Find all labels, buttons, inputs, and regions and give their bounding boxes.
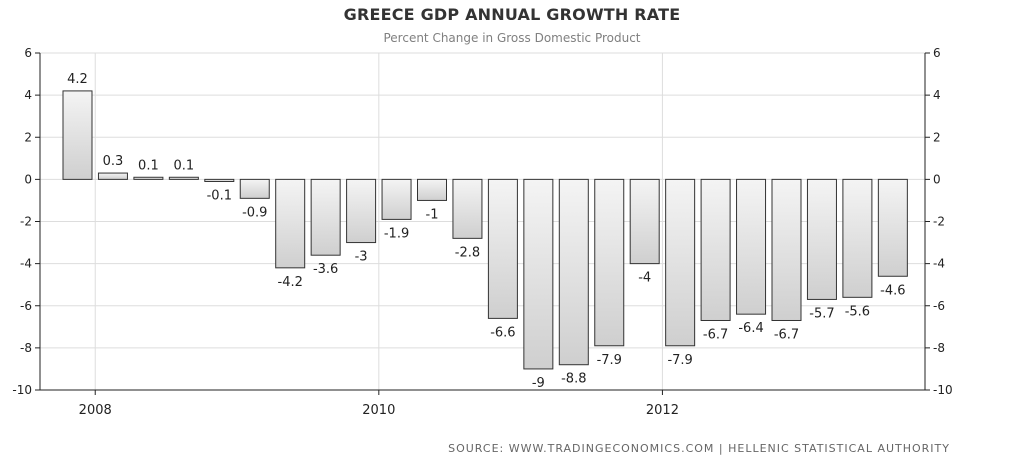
x-tick-label: 2012: [646, 403, 679, 418]
y-tick-label-right: -2: [933, 215, 945, 229]
bar: [452, 178, 483, 239]
y-tick-label-right: -10: [933, 383, 953, 397]
y-tick-label-left: 6: [24, 46, 32, 60]
y-tick-label-left: 2: [24, 130, 32, 144]
bar: [381, 178, 412, 220]
bar: [665, 178, 696, 347]
bar: [558, 178, 589, 366]
bar: [275, 178, 306, 269]
bar: [204, 178, 235, 182]
y-tick-label-left: -6: [20, 299, 32, 313]
bar: [417, 178, 447, 201]
bar-value-label: -6.7: [774, 327, 799, 342]
y-tick-label-left: -10: [12, 383, 32, 397]
bar-value-label: 0.1: [174, 158, 195, 173]
bar-value-label: -6.4: [738, 321, 763, 336]
y-tick-label-left: 4: [24, 88, 32, 102]
bars: [62, 90, 908, 370]
bar-value-label: -2.8: [455, 245, 480, 260]
chart-title: GREECE GDP ANNUAL GROWTH RATE: [343, 5, 681, 24]
bar-value-label: -0.1: [207, 188, 232, 203]
bar-value-label: -5.6: [845, 304, 870, 319]
axes: -10 -10 -8 -8 -6 -6 -4 -4 -2 -2 0 0 2 2 4 4 6 6 2008 2010 20…: [12, 46, 952, 418]
y-tick-label-left: -2: [20, 215, 32, 229]
bar-value-label: -4.6: [880, 283, 905, 298]
bar: [700, 178, 731, 321]
bar: [523, 178, 554, 370]
y-tick-label-right: 4: [933, 88, 941, 102]
source-note: SOURCE: WWW.TRADINGECONOMICS.COM | HELLE…: [448, 442, 950, 455]
bar-value-label: -3.6: [313, 262, 338, 277]
bar: [629, 178, 660, 265]
bar-value-label: -0.9: [242, 205, 267, 220]
bar-value-label: 0.1: [138, 158, 159, 173]
bar: [842, 178, 873, 298]
y-tick-label-right: 6: [933, 46, 941, 60]
bar: [168, 176, 199, 180]
bar: [771, 178, 802, 321]
y-tick-label-right: 0: [933, 172, 941, 186]
bar-value-label: -7.9: [597, 353, 622, 368]
bar-chart: -10 -10 -8 -8 -6 -6 -4 -4 -2 -2 0 0 2 2 4 4 6 6 2008 2010 20…: [12, 46, 952, 418]
grid-lines: [40, 52, 925, 391]
bar-value-label: -1: [426, 207, 439, 222]
bar: [736, 178, 767, 315]
bar-value-label: -4: [638, 271, 651, 286]
y-tick-label-right: 2: [933, 130, 941, 144]
x-tick-label: 2010: [362, 403, 395, 418]
bar-value-label: -6.6: [490, 325, 515, 340]
bar: [239, 178, 270, 199]
y-tick-label-right: -6: [933, 299, 945, 313]
bar-value-label: -5.7: [809, 306, 834, 321]
bar-value-label: -1.9: [384, 226, 409, 241]
y-tick-label-left: 0: [24, 172, 32, 186]
bar: [62, 90, 93, 180]
bar-value-label: -7.9: [667, 353, 692, 368]
bar-value-label: -3: [355, 250, 368, 265]
y-tick-label-right: -8: [933, 341, 945, 355]
y-tick-label-left: -8: [20, 341, 32, 355]
y-tick-label-left: -4: [20, 257, 32, 271]
x-tick-label: 2008: [79, 403, 112, 418]
bar: [594, 178, 625, 347]
bar: [877, 178, 908, 277]
bar: [487, 178, 518, 319]
bar-value-label: 4.2: [67, 72, 88, 87]
bar-value-label: -4.2: [278, 275, 303, 290]
chart-subtitle: Percent Change in Gross Domestic Product: [383, 31, 641, 45]
bar: [97, 172, 128, 180]
bar: [346, 178, 377, 244]
bar: [310, 178, 341, 256]
data-labels: 4.2 0.3 0.1 0.1 -0.1 -0.9 -4.2 -3.6 -3 -1.9 -1 -2.8…: [67, 72, 905, 391]
bar: [806, 178, 837, 300]
bar-value-label: 0.3: [103, 154, 124, 169]
bar: [133, 176, 164, 180]
bar-value-label: -8.8: [561, 372, 586, 387]
bar-value-label: -6.7: [703, 327, 728, 342]
y-tick-label-right: -4: [933, 257, 945, 271]
bar-value-label: -9: [532, 376, 545, 391]
